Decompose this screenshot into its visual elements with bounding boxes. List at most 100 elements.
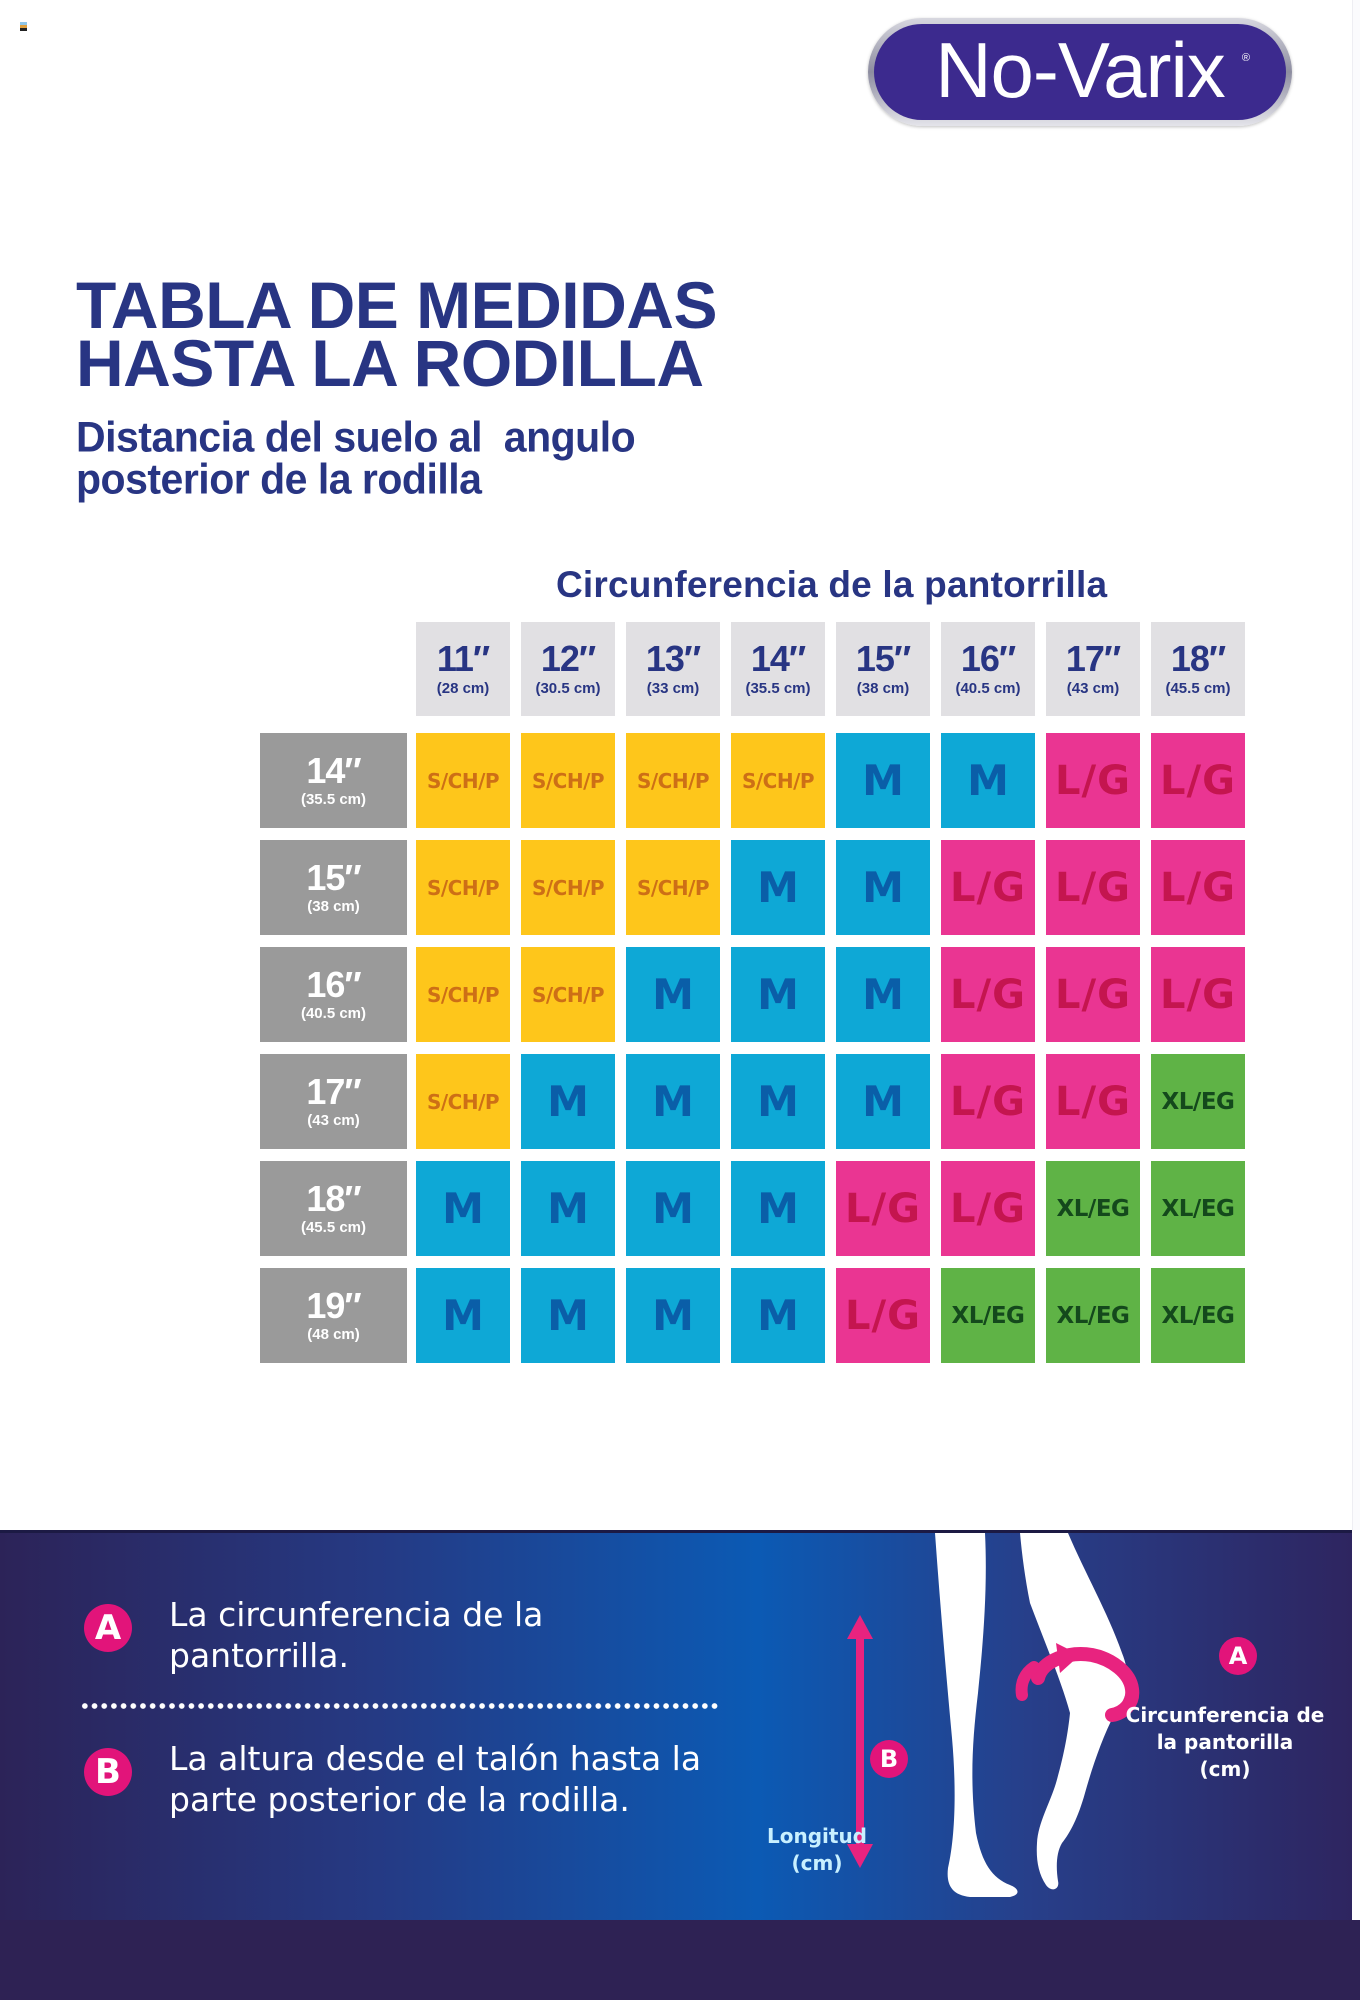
title-line-1: TABLA DE MEDIDAS — [76, 268, 717, 342]
brand-logo-text: No-Varix — [935, 26, 1226, 114]
row-header-cm: (45.5 cm) — [300, 1218, 367, 1236]
size-cell: L/G — [1046, 1054, 1140, 1149]
column-header: 13″ (33 cm) — [626, 622, 720, 716]
size-cell: M — [521, 1268, 615, 1363]
size-cell: L/G — [836, 1161, 930, 1256]
row-header: 14″ (35.5 cm) — [260, 733, 407, 828]
size-cell: S/CH/P — [416, 947, 510, 1042]
row-header: 19″ (48 cm) — [260, 1268, 407, 1363]
title-line-2: HASTA LA RODILLA — [76, 326, 704, 400]
circumference-label-line-1: Circunferencia de — [1125, 1703, 1325, 1727]
size-cell: M — [521, 1161, 615, 1256]
badge-a-icon: A — [84, 1604, 132, 1652]
size-cell: M — [416, 1161, 510, 1256]
column-header-cm: (28 cm) — [436, 680, 490, 697]
size-cell: M — [836, 1054, 930, 1149]
instructions-banner — [0, 1530, 1352, 1923]
column-header-cm: (40.5 cm) — [955, 680, 1021, 697]
row-header-cm: (48 cm) — [307, 1325, 360, 1343]
size-cell: M — [731, 1054, 825, 1149]
legend-a-line-1: La circunferencia de la — [169, 1595, 544, 1634]
size-cell: L/G — [941, 840, 1035, 935]
size-cell: S/CH/P — [416, 1054, 510, 1149]
badge-b-icon: B — [84, 1748, 132, 1796]
row-header-cm: (40.5 cm) — [300, 1004, 367, 1022]
subtitle-line-2: posterior de la rodilla — [76, 454, 482, 504]
page-edge-strip — [1352, 0, 1360, 1530]
size-cell: M — [731, 1268, 825, 1363]
legend-a-text: La circunferencia de la pantorrilla. — [169, 1594, 543, 1676]
legend-b-line-1: La altura desde el talón hasta la — [169, 1739, 702, 1778]
size-cell: M — [521, 1054, 615, 1149]
size-cell: XL/EG — [1151, 1161, 1245, 1256]
row-header: 17″ (43 cm) — [260, 1054, 407, 1149]
column-header: 12″ (30.5 cm) — [521, 622, 615, 716]
column-header-inches: 16″ — [960, 638, 1016, 679]
size-cell: L/G — [941, 947, 1035, 1042]
size-cell: S/CH/P — [626, 733, 720, 828]
size-cell: M — [626, 1054, 720, 1149]
row-header-inches: 17″ — [306, 1070, 361, 1112]
row-header-inches: 16″ — [306, 963, 361, 1005]
column-header: 17″ (43 cm) — [1046, 622, 1140, 716]
column-header-inches: 17″ — [1065, 638, 1121, 679]
column-header-cm: (45.5 cm) — [1165, 680, 1231, 697]
row-header: 16″ (40.5 cm) — [260, 947, 407, 1042]
size-cell: S/CH/P — [731, 733, 825, 828]
column-header-inches: 18″ — [1170, 638, 1226, 679]
column-header: 11″ (28 cm) — [416, 622, 510, 716]
column-header-cm: (35.5 cm) — [745, 680, 811, 697]
column-header-inches: 11″ — [436, 638, 490, 679]
size-cell: M — [731, 1161, 825, 1256]
length-label-line-1: Longitud — [766, 1824, 867, 1848]
page-title: TABLA DE MEDIDAS HASTA LA RODILLA — [76, 268, 717, 400]
footer-band — [0, 1920, 1360, 2000]
column-header-inches: 15″ — [855, 638, 911, 679]
row-header: 18″ (45.5 cm) — [260, 1161, 407, 1256]
print-registration-mark — [20, 22, 27, 31]
size-cell: M — [626, 947, 720, 1042]
size-cell: M — [836, 733, 930, 828]
row-header-inches: 19″ — [306, 1284, 361, 1326]
row-header-inches: 15″ — [306, 856, 361, 898]
illustration-badge-a-icon: A — [1219, 1637, 1257, 1675]
size-cell: L/G — [1151, 733, 1245, 828]
brand-logo: No-Varix ® — [868, 18, 1292, 126]
subtitle-line-1: Distancia del suelo al angulo — [76, 412, 636, 462]
row-header-cm: (38 cm) — [307, 897, 360, 915]
size-cell: XL/EG — [941, 1268, 1035, 1363]
size-cell: M — [626, 1268, 720, 1363]
column-header-inches: 14″ — [750, 638, 806, 679]
size-cell: L/G — [1046, 840, 1140, 935]
row-header-cm: (43 cm) — [307, 1111, 360, 1129]
circumference-arrow-icon — [1031, 1647, 1140, 1722]
illustration-badge-b-icon: B — [870, 1740, 908, 1778]
column-header: 14″ (35.5 cm) — [731, 622, 825, 716]
size-cell: S/CH/P — [416, 840, 510, 935]
size-cell: XL/EG — [1151, 1054, 1245, 1149]
row-header-cm: (35.5 cm) — [300, 790, 367, 808]
column-header-inches: 12″ — [540, 638, 596, 679]
legend-a-line-2: pantorrilla. — [169, 1636, 349, 1675]
row-header-inches: 14″ — [306, 749, 361, 791]
size-cell: S/CH/P — [626, 840, 720, 935]
size-cell: XL/EG — [1046, 1161, 1140, 1256]
size-cell: L/G — [836, 1268, 930, 1363]
size-cell: L/G — [1046, 733, 1140, 828]
size-cell: M — [416, 1268, 510, 1363]
size-cell: L/G — [1151, 947, 1245, 1042]
circumference-label: Circunferencia de la pantorilla (cm) — [1115, 1702, 1335, 1783]
size-cell: L/G — [941, 1161, 1035, 1256]
column-header-cm: (43 cm) — [1066, 680, 1120, 697]
column-header-cm: (38 cm) — [856, 680, 910, 697]
column-header: 16″ (40.5 cm) — [941, 622, 1035, 716]
leg-back-icon — [935, 1533, 1018, 1897]
column-header: 15″ (38 cm) — [836, 622, 930, 716]
size-cell: S/CH/P — [521, 840, 615, 935]
size-cell: M — [731, 947, 825, 1042]
length-label: Longitud (cm) — [752, 1823, 882, 1877]
size-cell: L/G — [1151, 840, 1245, 935]
column-caption: Circunferencia de la pantorrilla — [556, 564, 1108, 605]
legend-b-text: La altura desde el talón hasta la parte … — [169, 1738, 701, 1820]
size-cell: S/CH/P — [521, 947, 615, 1042]
